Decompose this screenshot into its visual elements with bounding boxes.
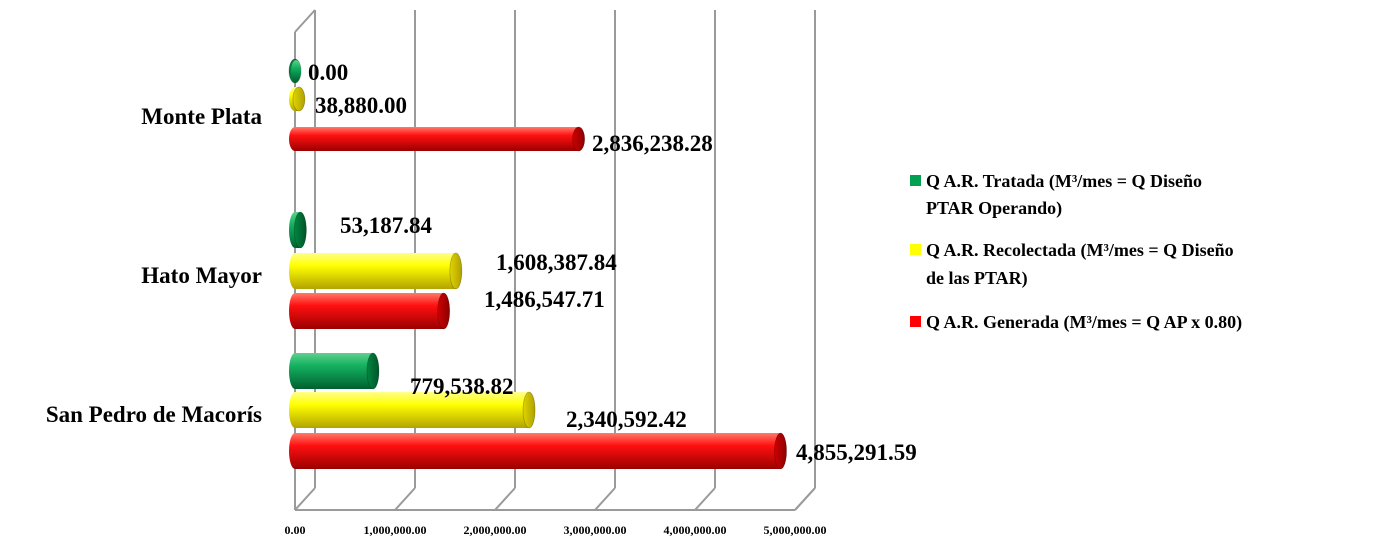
bar-recolectada bbox=[289, 391, 536, 429]
data-label: 0.00 bbox=[308, 60, 348, 85]
data-label: 1,486,547.71 bbox=[484, 287, 605, 312]
legend-swatch bbox=[910, 175, 921, 186]
bar-tratada bbox=[288, 58, 302, 84]
bar-generada bbox=[289, 432, 787, 470]
category-label: Hato Mayor bbox=[141, 263, 262, 288]
x-tick-label: 3,000,000.00 bbox=[564, 523, 627, 537]
bar-recolectada bbox=[289, 86, 306, 112]
bar-tratada bbox=[289, 352, 380, 390]
gridline-floor bbox=[294, 487, 316, 511]
legend-label: de las PTAR) bbox=[926, 268, 1028, 289]
side-wall-top bbox=[294, 9, 316, 33]
bars-layer bbox=[288, 58, 787, 470]
bar-tratada bbox=[289, 211, 307, 249]
legend-label: Q A.R. Generada (M³/mes = Q AP x 0.80) bbox=[926, 312, 1242, 333]
x-tick-label: 5,000,000.00 bbox=[764, 523, 827, 537]
gridline-floor bbox=[594, 487, 616, 511]
legend-swatch bbox=[910, 316, 921, 327]
floor-edge-right bbox=[794, 487, 816, 511]
data-label: 1,608,387.84 bbox=[496, 250, 617, 275]
legend: Q A.R. Tratada (M³/mes = Q Diseño PTAR Op… bbox=[910, 171, 1242, 333]
category-label: Monte Plata bbox=[141, 104, 262, 129]
legend-label: Q A.R. Tratada (M³/mes = Q Diseño bbox=[926, 171, 1202, 192]
bar-recolectada bbox=[289, 252, 463, 290]
legend-label: Q A.R. Recolectada (M³/mes = Q Diseño bbox=[926, 240, 1234, 261]
legend-item: Q A.R. Recolectada (M³/mes = Q Diseño de … bbox=[910, 240, 1234, 289]
legend-item: Q A.R. Tratada (M³/mes = Q Diseño PTAR Op… bbox=[910, 171, 1202, 219]
data-label: 38,880.00 bbox=[315, 93, 407, 118]
data-label: 2,340,592.42 bbox=[566, 407, 687, 432]
data-label: 2,836,238.28 bbox=[592, 131, 713, 156]
gridline-floor bbox=[394, 487, 416, 511]
legend-swatch bbox=[910, 244, 921, 255]
legend-label: PTAR Operando) bbox=[926, 198, 1062, 219]
category-label: San Pedro de Macorís bbox=[46, 402, 262, 427]
labels-layer: 0.00 1,000,000.00 2,000,000.00 3,000,000.00… bbox=[46, 60, 917, 537]
x-tick-label: 2,000,000.00 bbox=[464, 523, 527, 537]
gridline-floor bbox=[494, 487, 516, 511]
x-tick-label: 0.00 bbox=[285, 523, 306, 537]
data-label: 779,538.82 bbox=[410, 374, 514, 399]
data-label: 53,187.84 bbox=[340, 213, 433, 238]
x-tick-label: 4,000,000.00 bbox=[664, 523, 727, 537]
data-label: 4,855,291.59 bbox=[796, 440, 917, 465]
x-tick-label: 1,000,000.00 bbox=[364, 523, 427, 537]
bar-generada bbox=[289, 292, 451, 330]
gridline-floor bbox=[694, 487, 716, 511]
legend-item: Q A.R. Generada (M³/mes = Q AP x 0.80) bbox=[910, 312, 1242, 333]
bar-generada bbox=[289, 126, 586, 152]
